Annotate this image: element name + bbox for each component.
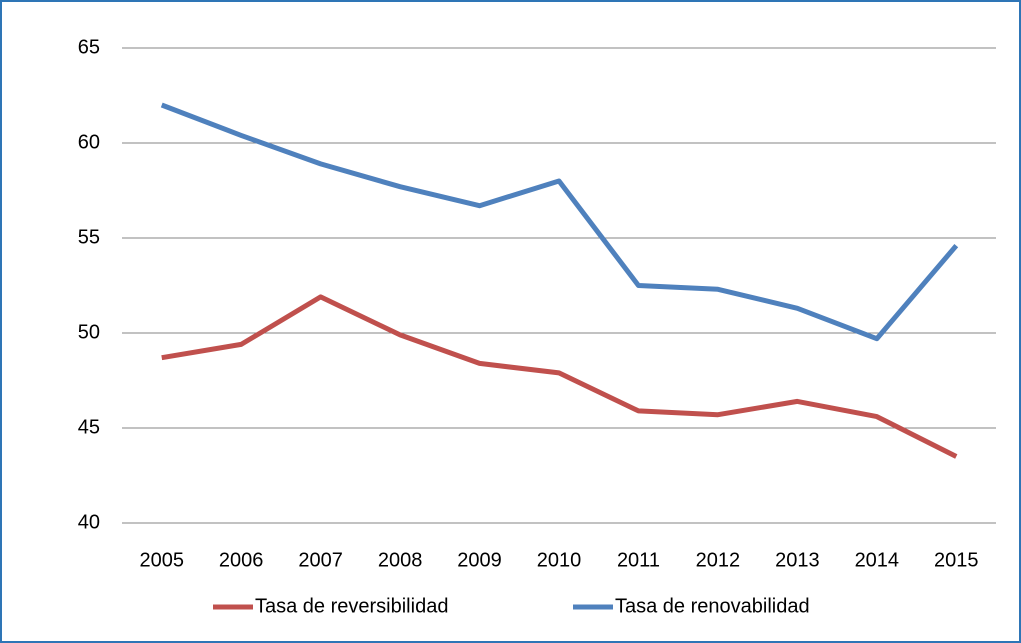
x-tick-label: 2006 (219, 549, 264, 571)
x-tick-label: 2015 (934, 549, 979, 571)
y-tick-label: 60 (78, 131, 100, 153)
y-tick-label: 65 (78, 36, 100, 58)
x-tick-label: 2011 (617, 549, 660, 571)
x-tick-label: 2012 (696, 549, 741, 571)
legend-label: Tasa de reversibilidad (255, 595, 448, 617)
y-tick-label: 40 (78, 511, 100, 533)
x-tick-label: 2010 (537, 549, 582, 571)
x-tick-label: 2008 (378, 549, 423, 571)
x-tick-label: 2009 (457, 549, 502, 571)
x-tick-label: 2014 (855, 549, 900, 571)
x-tick-label: 2013 (775, 549, 820, 571)
y-tick-label: 45 (78, 416, 100, 438)
series-line (160, 102, 959, 342)
y-tick-label: 55 (78, 226, 100, 248)
series-line (161, 294, 958, 459)
x-tick-label: 2005 (139, 549, 184, 571)
legend-label: Tasa de renovabilidad (615, 595, 810, 617)
x-tick-label: 2007 (298, 549, 343, 571)
y-tick-label: 50 (78, 321, 100, 343)
